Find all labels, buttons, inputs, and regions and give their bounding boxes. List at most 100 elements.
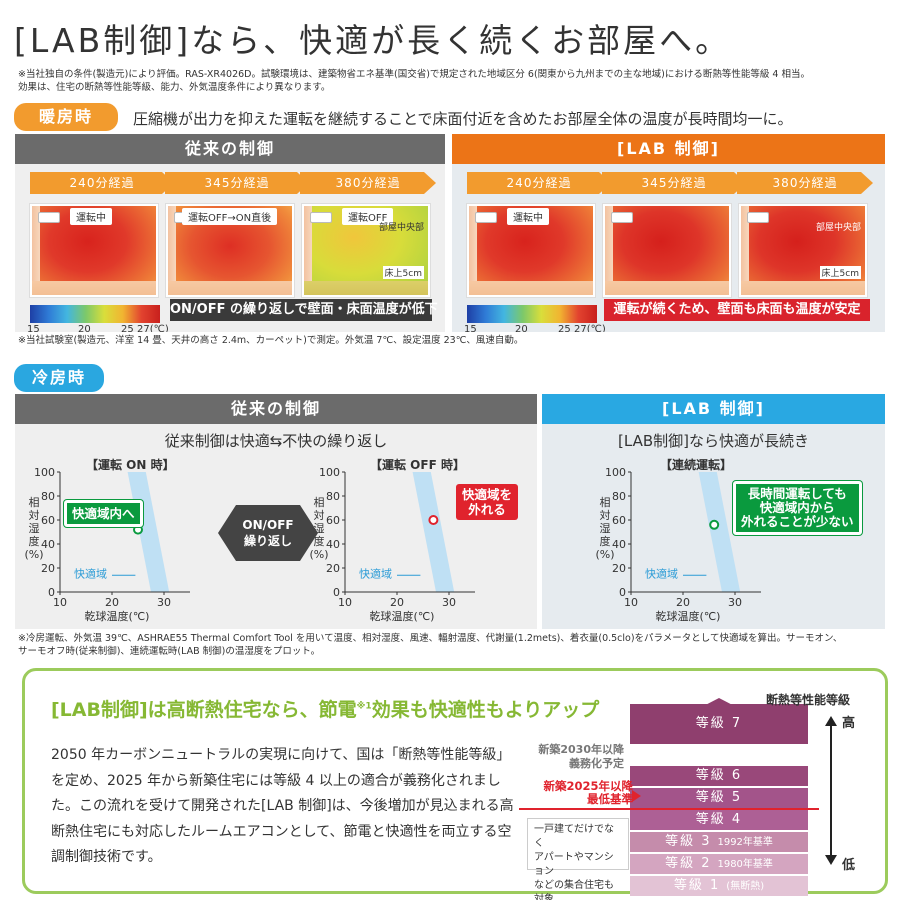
conv-heating-banner: ON/OFF の繰り返しで壁面・床面温度が低下 bbox=[170, 299, 438, 321]
zone-label: 快適域 bbox=[645, 567, 678, 581]
level-standard: 1980年基準 bbox=[717, 859, 773, 870]
floor-5cm-label: 床上5cm bbox=[819, 266, 861, 279]
time-345: 345分経過 bbox=[602, 172, 746, 194]
room-center-label: 部屋中央部 bbox=[378, 223, 424, 233]
level-name: 等級 6 bbox=[695, 768, 743, 783]
scale-tick: 15 bbox=[464, 324, 477, 332]
y-axis-label: 度 bbox=[314, 534, 325, 548]
heating-conventional-panel: 従来の制御 240分経過 345分経過 380分経過 運転中 運転OFF→ON直… bbox=[15, 134, 445, 332]
y-axis-label: 湿 bbox=[29, 522, 40, 535]
y-tick-label: 100 bbox=[319, 466, 340, 479]
y-axis-label: 湿 bbox=[314, 522, 325, 535]
thermo-lab-380: 部屋中央部 床上5cm bbox=[739, 204, 867, 297]
cooling-note-line1: ※冷房運転、外気温 39℃、ASHRAE55 Thermal Comfort T… bbox=[18, 633, 843, 644]
aircon-icon bbox=[611, 212, 633, 223]
level-name: 等級 2 bbox=[665, 856, 712, 871]
heating-lab-header: [LAB 制御] bbox=[452, 134, 885, 164]
x-axis-label: 乾球温度(℃) bbox=[85, 609, 150, 623]
page-heading: [LAB制御]なら、快適が長く続くお部屋へ。 bbox=[14, 21, 732, 60]
y-tick-label: 80 bbox=[41, 490, 55, 503]
x-tick-label: 10 bbox=[338, 596, 352, 609]
arrow-right-icon bbox=[632, 790, 641, 802]
time-240: 240分経過 bbox=[30, 172, 174, 194]
cooling-badge: 冷房時 bbox=[14, 364, 104, 392]
level-row: 等級 3 1992年基準 bbox=[630, 832, 808, 852]
thermo-lab-345 bbox=[603, 204, 731, 297]
level-name: 等級 1 bbox=[673, 878, 721, 893]
chart-on-title: 【運転 ON 時】 bbox=[86, 458, 175, 472]
x-tick-label: 30 bbox=[442, 596, 456, 609]
insulation-axis-title: 断熱等性能等級 bbox=[766, 693, 851, 707]
y-axis-label: (%) bbox=[309, 548, 328, 561]
x-tick-label: 10 bbox=[624, 596, 638, 609]
arrow-up-icon bbox=[825, 716, 837, 726]
comfort-zone bbox=[698, 472, 741, 592]
scale-tick: 20 bbox=[515, 324, 528, 332]
cooling-lab-subtitle: [LAB制御]なら快適が長続き bbox=[618, 432, 809, 450]
x-tick-label: 30 bbox=[157, 596, 171, 609]
y-tick-label: 0 bbox=[333, 586, 340, 599]
axis-high-label: 高 bbox=[842, 716, 856, 731]
y-tick-label: 100 bbox=[34, 466, 55, 479]
comfort-in-label: 快適域内へ bbox=[64, 500, 143, 527]
y-axis-label: 度 bbox=[29, 534, 40, 548]
floor-5cm-label: 床上5cm bbox=[382, 266, 424, 279]
aircon-icon bbox=[747, 212, 769, 223]
aircon-icon bbox=[475, 212, 497, 223]
y-tick-label: 20 bbox=[326, 562, 340, 575]
scale-tick: 25 bbox=[558, 324, 571, 332]
cooling-conventional-header: 従来の制御 bbox=[15, 394, 537, 424]
top-note-line2: 効果は、住宅の断熱等性能等級、能力、外気温度条件により異なります。 bbox=[18, 82, 331, 93]
y-axis-label: 度 bbox=[600, 534, 611, 548]
heating-lead: 圧縮機が出力を抑えた運転を継続することで床面付近を含めたお部屋全体の温度が長時間… bbox=[133, 110, 793, 128]
insulation-title-a: [LAB制御]は高断熱住宅なら、節電 bbox=[51, 699, 357, 721]
y-tick-label: 0 bbox=[619, 586, 626, 599]
y-tick-label: 80 bbox=[612, 490, 626, 503]
y-tick-label: 60 bbox=[612, 514, 626, 527]
chart-off-title: 【運転 OFF 時】 bbox=[370, 458, 465, 472]
level-name: 等級 5 bbox=[695, 790, 743, 805]
time-240: 240分経過 bbox=[467, 172, 611, 194]
state-label: 運転中 bbox=[507, 208, 549, 225]
state-label: 運転中 bbox=[70, 208, 112, 225]
minimum-line bbox=[519, 808, 819, 810]
x-tick-label: 20 bbox=[676, 596, 690, 609]
y-axis-label: (%) bbox=[595, 548, 614, 561]
scale-tick: 20 bbox=[78, 324, 91, 332]
y-axis-label: (%) bbox=[24, 548, 43, 561]
lab-heating-banner: 運転が続くため、壁面も床面も温度が安定 bbox=[604, 299, 870, 321]
level-row: 等級 7 bbox=[630, 704, 808, 744]
x-tick-label: 20 bbox=[105, 596, 119, 609]
scale-tick: 27(℃) bbox=[574, 324, 606, 332]
level-row: 等級 4 bbox=[630, 810, 808, 830]
level-standard: 1992年基準 bbox=[717, 837, 773, 848]
thermo-conv-345: 運転OFF→ON直後 bbox=[166, 204, 294, 297]
insulation-title-sup: ※1 bbox=[356, 701, 372, 712]
time-345: 345分経過 bbox=[165, 172, 309, 194]
x-tick-label: 20 bbox=[390, 596, 404, 609]
x-axis-label: 乾球温度(℃) bbox=[370, 609, 435, 623]
temp-scale bbox=[467, 305, 597, 323]
level-name: 等級 3 bbox=[665, 834, 712, 849]
y-tick-label: 0 bbox=[48, 586, 55, 599]
arrow-down-icon bbox=[825, 855, 837, 865]
time-380: 380分経過 bbox=[737, 172, 873, 194]
insulation-title: [LAB制御]は高断熱住宅なら、節電※1効果も快適性もよりアップ bbox=[51, 695, 599, 722]
y-tick-label: 60 bbox=[41, 514, 55, 527]
lab-comfort-label: 長時間運転しても 快適域内から 外れることが少ない bbox=[733, 481, 862, 535]
scale-tick: 25 bbox=[121, 324, 134, 332]
axis-line bbox=[830, 725, 832, 855]
comfort-zone bbox=[412, 472, 455, 592]
x-tick-label: 10 bbox=[53, 596, 67, 609]
scale-tick: 27(℃) bbox=[137, 324, 169, 332]
axis-low-label: 低 bbox=[842, 858, 856, 873]
zone-label: 快適域 bbox=[359, 567, 392, 581]
y-axis-label: 対 bbox=[600, 508, 611, 522]
scale-tick: 15 bbox=[27, 324, 40, 332]
data-point bbox=[709, 519, 720, 530]
y-axis-label: 対 bbox=[314, 508, 325, 522]
state-label: 運転OFF bbox=[342, 208, 394, 225]
thermo-conv-240: 運転中 bbox=[30, 204, 158, 297]
thermo-lab-240: 運転中 bbox=[467, 204, 595, 297]
heating-note: ※当社試験室(製造元、洋室 14 畳、天井の高さ 2.4m、カーペット)で測定。… bbox=[18, 335, 524, 346]
